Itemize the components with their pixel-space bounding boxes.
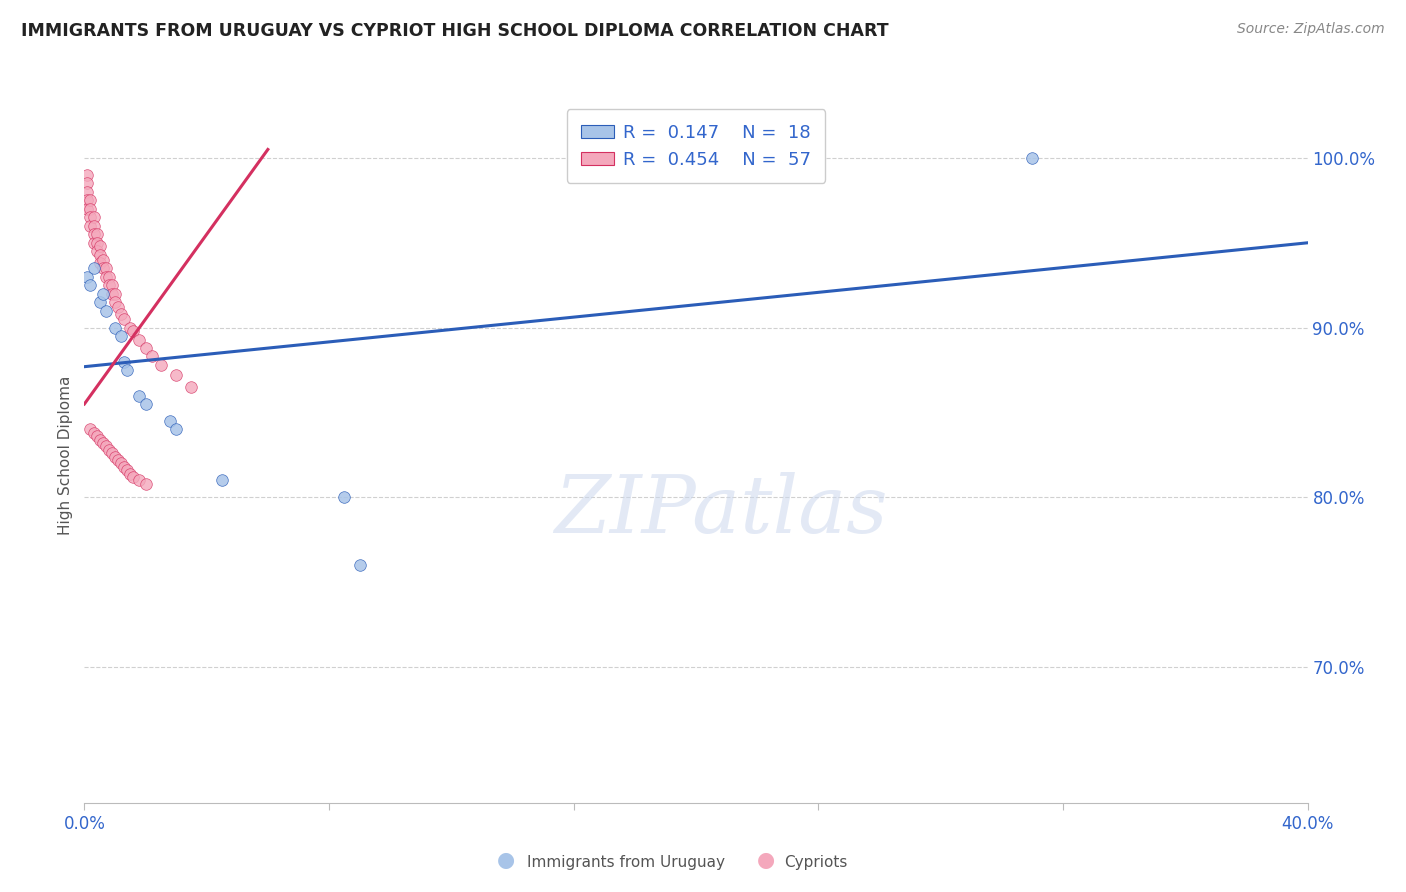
Point (76, 177, 98, 191)
Point (110, 457, 132, 471)
Point (180, 380, 202, 394)
Point (83, 235, 105, 250)
Point (110, 329, 132, 343)
Point (89, 256, 111, 270)
Point (86, 227, 108, 242)
Point (76, 185, 98, 199)
Point (91, 252, 114, 267)
Point (101, 286, 124, 301)
Point (86, 235, 108, 250)
Point (94, 261, 117, 276)
Point (79, 422, 101, 436)
Point (97, 442, 120, 457)
Point (89, 248, 111, 262)
Point (83, 219, 105, 233)
Point (97, 278, 120, 293)
Text: IMMIGRANTS FROM URUGUAY VS CYPRIOT HIGH SCHOOL DIPLOMA CORRELATION CHART: IMMIGRANTS FROM URUGUAY VS CYPRIOT HIGH … (21, 22, 889, 40)
Point (94, 269, 117, 284)
Point (165, 368, 187, 383)
Point (112, 354, 135, 368)
Point (79, 194, 101, 208)
Point (83, 261, 105, 276)
Point (112, 459, 135, 474)
Text: ●: ● (498, 850, 515, 870)
Text: ZIPatlas: ZIPatlas (554, 472, 887, 549)
Point (101, 446, 124, 460)
Point (83, 211, 105, 225)
Text: Source: ZipAtlas.com: Source: ZipAtlas.com (1237, 22, 1385, 37)
Point (83, 425, 105, 440)
Point (149, 358, 172, 372)
Point (1021, 151, 1043, 165)
Point (349, 558, 371, 573)
Point (101, 278, 124, 293)
Point (165, 422, 187, 436)
Point (89, 295, 111, 310)
Point (122, 324, 145, 338)
Point (115, 363, 138, 377)
Point (128, 388, 150, 402)
Text: Immigrants from Uruguay: Immigrants from Uruguay (527, 855, 725, 870)
Point (112, 312, 135, 326)
Y-axis label: High School Diploma: High School Diploma (58, 376, 73, 534)
Point (115, 463, 138, 477)
Point (135, 397, 157, 411)
Point (89, 239, 111, 253)
Point (91, 286, 114, 301)
Point (128, 474, 150, 488)
Point (141, 350, 163, 364)
Point (159, 414, 181, 428)
Point (79, 211, 101, 225)
Point (122, 470, 145, 484)
Point (86, 244, 108, 259)
Point (94, 303, 117, 318)
Point (79, 202, 101, 216)
Point (110, 307, 132, 321)
Point (104, 295, 127, 310)
Point (120, 320, 142, 334)
Point (83, 227, 105, 242)
Point (91, 261, 114, 276)
Text: ●: ● (758, 850, 775, 870)
Point (94, 439, 117, 453)
Point (135, 341, 157, 355)
Point (128, 333, 150, 347)
Point (107, 300, 129, 314)
Point (89, 433, 111, 447)
Point (86, 429, 108, 443)
Point (107, 453, 129, 467)
Point (211, 474, 233, 488)
Point (97, 269, 120, 284)
Point (76, 194, 98, 208)
Point (120, 467, 142, 481)
Text: Cypriots: Cypriots (785, 855, 848, 870)
Point (91, 436, 114, 450)
Legend: R =  0.147    N =  18, R =  0.454    N =  57: R = 0.147 N = 18, R = 0.454 N = 57 (567, 109, 825, 183)
Point (76, 168, 98, 182)
Point (104, 450, 127, 464)
Point (76, 269, 98, 284)
Point (76, 202, 98, 216)
Point (79, 278, 101, 293)
Point (333, 491, 356, 505)
Point (104, 320, 127, 334)
Point (79, 219, 101, 233)
Point (104, 286, 127, 301)
Point (135, 476, 157, 491)
